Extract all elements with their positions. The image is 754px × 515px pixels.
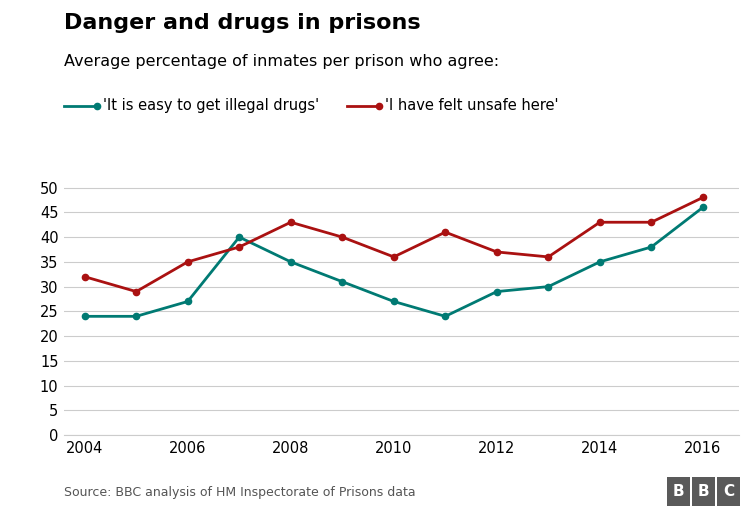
Text: Danger and drugs in prisons: Danger and drugs in prisons <box>64 13 421 33</box>
Text: 'It is easy to get illegal drugs': 'It is easy to get illegal drugs' <box>103 98 319 113</box>
Text: 'I have felt unsafe here': 'I have felt unsafe here' <box>385 98 559 113</box>
Text: B: B <box>697 484 710 499</box>
Text: Source: BBC analysis of HM Inspectorate of Prisons data: Source: BBC analysis of HM Inspectorate … <box>64 486 415 499</box>
Text: Average percentage of inmates per prison who agree:: Average percentage of inmates per prison… <box>64 54 499 69</box>
Text: B: B <box>673 484 685 499</box>
Text: C: C <box>723 484 734 499</box>
